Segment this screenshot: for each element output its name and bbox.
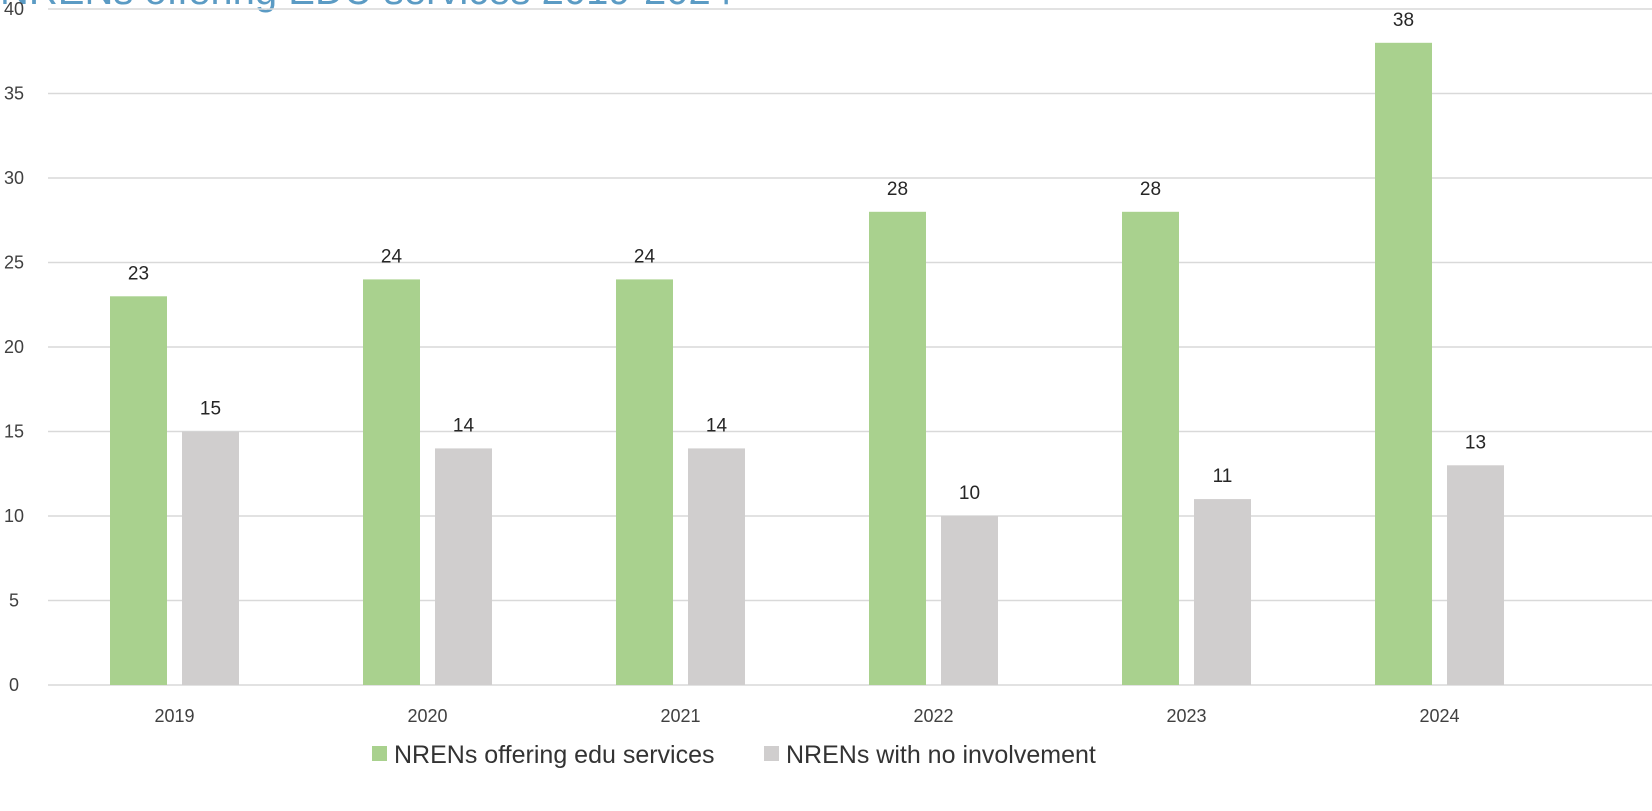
legend-swatch [372,746,387,761]
y-tick-label: 30 [4,168,24,188]
bar-edu-services-2019 [110,296,167,685]
x-tick-label: 2023 [1166,706,1206,726]
x-axis-ticks: 2019 2020 2021 2022 2023 2024 [154,706,1459,726]
y-tick-label: 35 [4,84,24,104]
bar-edu-services-2023 [1122,211,1179,686]
y-tick-label: 0 [9,675,19,695]
bar-edu-services-2021 [616,279,673,685]
data-labels: 23 15 24 14 24 14 28 10 28 11 38 13 [128,10,1486,504]
bar-no-involvement-2024 [1447,465,1504,685]
y-tick-label: 40 [4,0,24,19]
y-tick-label: 20 [4,337,24,357]
y-tick-label: 15 [4,422,24,442]
data-label: 28 [1140,179,1161,200]
legend: NRENs offering edu services NRENs with no… [372,741,1096,769]
y-axis-ticks: 0 5 10 15 20 25 30 35 40 [4,0,24,695]
data-label: 14 [706,415,728,436]
data-label: 15 [200,399,221,420]
bar-edu-services-2022 [869,211,926,686]
data-label: 28 [887,179,908,200]
bar-edu-services-2024 [1375,42,1432,686]
chart-title: NRENs offering EDU services 2019-2024 [0,0,733,13]
gridlines [48,8,1652,686]
data-label: 24 [381,246,403,267]
bars [110,42,1504,686]
x-tick-label: 2022 [913,706,953,726]
data-label: 13 [1465,432,1486,453]
bar-no-involvement-2019 [182,431,239,685]
data-label: 14 [453,415,475,436]
bar-no-involvement-2022 [941,516,998,685]
x-tick-label: 2024 [1419,706,1459,726]
data-label: 24 [634,246,656,267]
legend-label: NRENs with no involvement [786,741,1096,769]
data-label: 11 [1213,466,1233,487]
bar-no-involvement-2020 [435,448,492,685]
x-tick-label: 2020 [407,706,447,726]
y-tick-label: 5 [9,591,19,611]
bar-edu-services-2020 [363,279,420,685]
legend-label: NRENs offering edu services [394,741,715,769]
legend-swatch [764,746,779,761]
data-label: 10 [959,483,980,504]
data-label: 23 [128,263,149,284]
y-tick-label: 25 [4,253,24,273]
bar-no-involvement-2023 [1194,499,1251,685]
x-tick-label: 2021 [660,706,700,726]
x-tick-label: 2019 [154,706,194,726]
y-tick-label: 10 [4,506,24,526]
bar-no-involvement-2021 [688,448,745,685]
data-label: 38 [1393,10,1414,31]
